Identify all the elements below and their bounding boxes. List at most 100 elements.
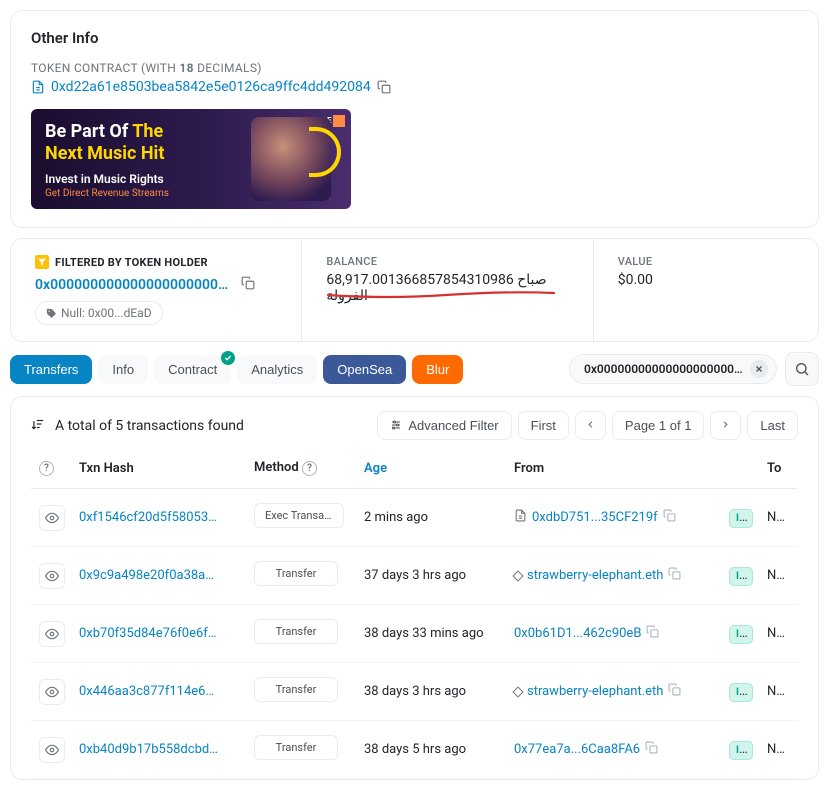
transactions-table: ? Txn Hash Method ? Age From To 0xf1546c… [31,448,798,779]
from-address-link[interactable]: strawberry-elephant.eth [527,568,663,583]
tab-info[interactable]: Info [98,355,148,384]
annotation-underline [326,290,556,300]
tab-transfers[interactable]: Transfers [10,355,92,384]
to-cell: Null: 0x00 [759,663,798,721]
to-cell: Null: 0x00 [759,721,798,779]
transactions-card: A total of 5 transactions found Advanced… [10,396,819,780]
tabs-row: Transfers Info Contract Analytics OpenSe… [10,352,819,386]
sort-icon[interactable] [31,417,45,435]
to-cell: Null: 0x00 [759,547,798,605]
close-icon [754,364,764,374]
copy-icon[interactable] [646,625,659,642]
to-cell: Null: 0x00 [759,489,798,547]
transaction-summary: A total of 5 transactions found [55,418,244,434]
document-icon [31,80,45,94]
tag-text: Null: 0x00...dEaD [61,306,152,320]
balance-value: 68,917.001366857854310986 صباح الفرولة [326,272,568,304]
col-from: From [506,448,721,489]
tab-analytics[interactable]: Analytics [237,355,317,384]
other-info-card: Other Info TOKEN CONTRACT (WITH 18 DECIM… [10,10,819,228]
view-details-button[interactable] [39,737,65,763]
search-icon [794,361,810,377]
chevron-right-icon [720,419,731,430]
tab-blur[interactable]: Blur [412,355,463,384]
token-contract-label: TOKEN CONTRACT (WITH 18 DECIMALS) [31,61,798,75]
value-amount: $0.00 [618,272,794,288]
direction-badge: IN [729,625,753,644]
search-button[interactable] [785,352,819,386]
table-row: 0xf1546cf20d5f580530000000000 Exec Transa… [31,489,798,547]
holder-tag[interactable]: Null: 0x00...dEaD [35,301,163,325]
from-address-link[interactable]: strawberry-elephant.eth [527,684,663,699]
tab-contract[interactable]: Contract [154,355,231,384]
to-cell: Null: 0x00 [759,605,798,663]
chevron-left-icon [585,419,596,430]
view-details-button[interactable] [39,621,65,647]
direction-badge: IN [729,567,753,586]
method-pill: Exec Transact... [254,503,344,528]
txn-hash-link[interactable]: 0xb40d9b17b558dcbd00000000000 [79,742,219,757]
direction-badge: IN [729,741,753,760]
copy-icon[interactable] [645,741,658,758]
age-cell: 38 days 3 hrs ago [356,663,506,721]
view-details-button[interactable] [39,679,65,705]
method-pill: Transfer [254,561,338,586]
prev-page-button[interactable] [575,411,606,440]
contract-address-link[interactable]: 0xd22a61e8503bea5842e5e0126ca9ffc4dd4920… [51,79,371,95]
view-details-button[interactable] [39,563,65,589]
label-suffix: DECIMALS) [194,61,262,75]
col-hash: Txn Hash [71,448,246,489]
value-label: VALUE [618,255,794,268]
filter-icon [35,255,49,269]
next-page-button[interactable] [710,411,741,440]
txn-hash-link[interactable]: 0x446aa3c877f114e6a0000000000 [79,684,219,699]
clear-filter-button[interactable] [750,360,768,378]
from-address-link[interactable]: 0x77ea7a...6Caa8FA6 [514,742,640,757]
tag-icon [46,308,57,319]
sliders-icon [390,419,402,431]
ens-icon [512,570,523,581]
copy-icon[interactable] [377,80,391,94]
age-cell: 38 days 5 hrs ago [356,721,506,779]
first-page-button[interactable]: First [518,411,569,440]
age-cell: 2 mins ago [356,489,506,547]
document-icon [514,509,527,526]
txn-hash-link[interactable]: 0xb70f35d84e76f0e6f0000000000 [79,626,219,641]
method-pill: Transfer [254,677,338,702]
txn-hash-link[interactable]: 0xf1546cf20d5f580530000000000 [79,510,219,525]
from-address-link[interactable]: 0x0b61D1...462c90eB [514,626,641,641]
decimals-value: 18 [179,61,193,75]
help-icon[interactable]: ? [39,461,54,476]
from-address-link[interactable]: 0xdbD751...35CF219f [532,510,658,525]
method-pill: Transfer [254,619,338,644]
page-indicator: Page 1 of 1 [612,411,705,440]
col-to: To [759,448,798,489]
copy-icon[interactable] [241,276,255,290]
age-cell: 38 days 33 mins ago [356,605,506,663]
view-details-button[interactable] [39,505,65,531]
col-method: Method ? [246,448,356,489]
other-info-title: Other Info [31,29,798,47]
copy-icon[interactable] [668,683,681,700]
copy-icon[interactable] [663,509,676,526]
table-row: 0x446aa3c877f114e6a0000000000 Transfer 38 … [31,663,798,721]
table-row: 0x9c9a498e20f0a38a10000000000 Transfer 37 … [31,547,798,605]
copy-icon[interactable] [668,567,681,584]
advanced-filter-button[interactable]: Advanced Filter [377,411,511,440]
txn-hash-link[interactable]: 0x9c9a498e20f0a38a10000000000 [79,568,219,583]
help-icon[interactable]: ? [302,461,317,476]
filter-card: FILTERED BY TOKEN HOLDER 0x0000000000000… [10,238,819,342]
ad-banner[interactable]: GETRE Be Part Of The Next Music Hit Inve… [31,109,351,209]
verified-badge-icon [221,351,235,365]
ens-icon [512,686,523,697]
col-age[interactable]: Age [356,448,506,489]
balance-label: BALANCE [326,255,568,268]
filtered-by-label: FILTERED BY TOKEN HOLDER [35,255,277,269]
tab-opensea[interactable]: OpenSea [323,355,406,384]
last-page-button[interactable]: Last [747,411,798,440]
filter-chip: 0x000000000000000000000000... [569,354,777,384]
holder-address-link[interactable]: 0x000000000000000000000000... [35,277,235,293]
filter-chip-text: 0x000000000000000000000000... [584,362,744,376]
age-cell: 37 days 3 hrs ago [356,547,506,605]
direction-badge: IN [729,509,753,528]
